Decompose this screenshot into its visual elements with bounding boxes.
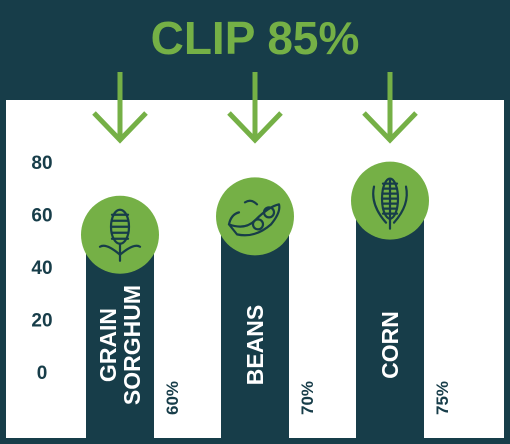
soybean-icon — [216, 177, 294, 256]
crop-icons — [81, 161, 429, 274]
down-arrow-icon — [362, 72, 418, 144]
y-tick-label: 40 — [31, 258, 52, 279]
value-label: 60% — [163, 381, 182, 415]
value-label: 70% — [298, 381, 317, 415]
chart-title: CLIP 85% — [151, 12, 360, 64]
y-tick-label: 60 — [31, 206, 52, 227]
down-arrow-icon — [92, 72, 148, 144]
category-label: CORN — [377, 311, 403, 379]
y-tick-label: 20 — [31, 311, 52, 332]
arrows — [92, 72, 418, 144]
bar — [221, 221, 289, 438]
value-labels: 60% 70% 75% — [163, 381, 452, 415]
y-tick-label: 0 — [37, 363, 48, 384]
bar — [356, 205, 424, 438]
y-axis-ticks: 0 20 40 60 80 — [31, 153, 52, 384]
category-labels: GRAINSORGHUM BEANS CORN — [95, 285, 403, 405]
value-label: 75% — [433, 381, 452, 415]
down-arrow-icon — [227, 72, 283, 144]
category-label: GRAINSORGHUM — [95, 285, 145, 405]
corn-icon — [351, 161, 429, 240]
sorghum-icon — [81, 195, 159, 274]
y-tick-label: 80 — [31, 153, 52, 174]
category-label: BEANS — [242, 305, 268, 386]
